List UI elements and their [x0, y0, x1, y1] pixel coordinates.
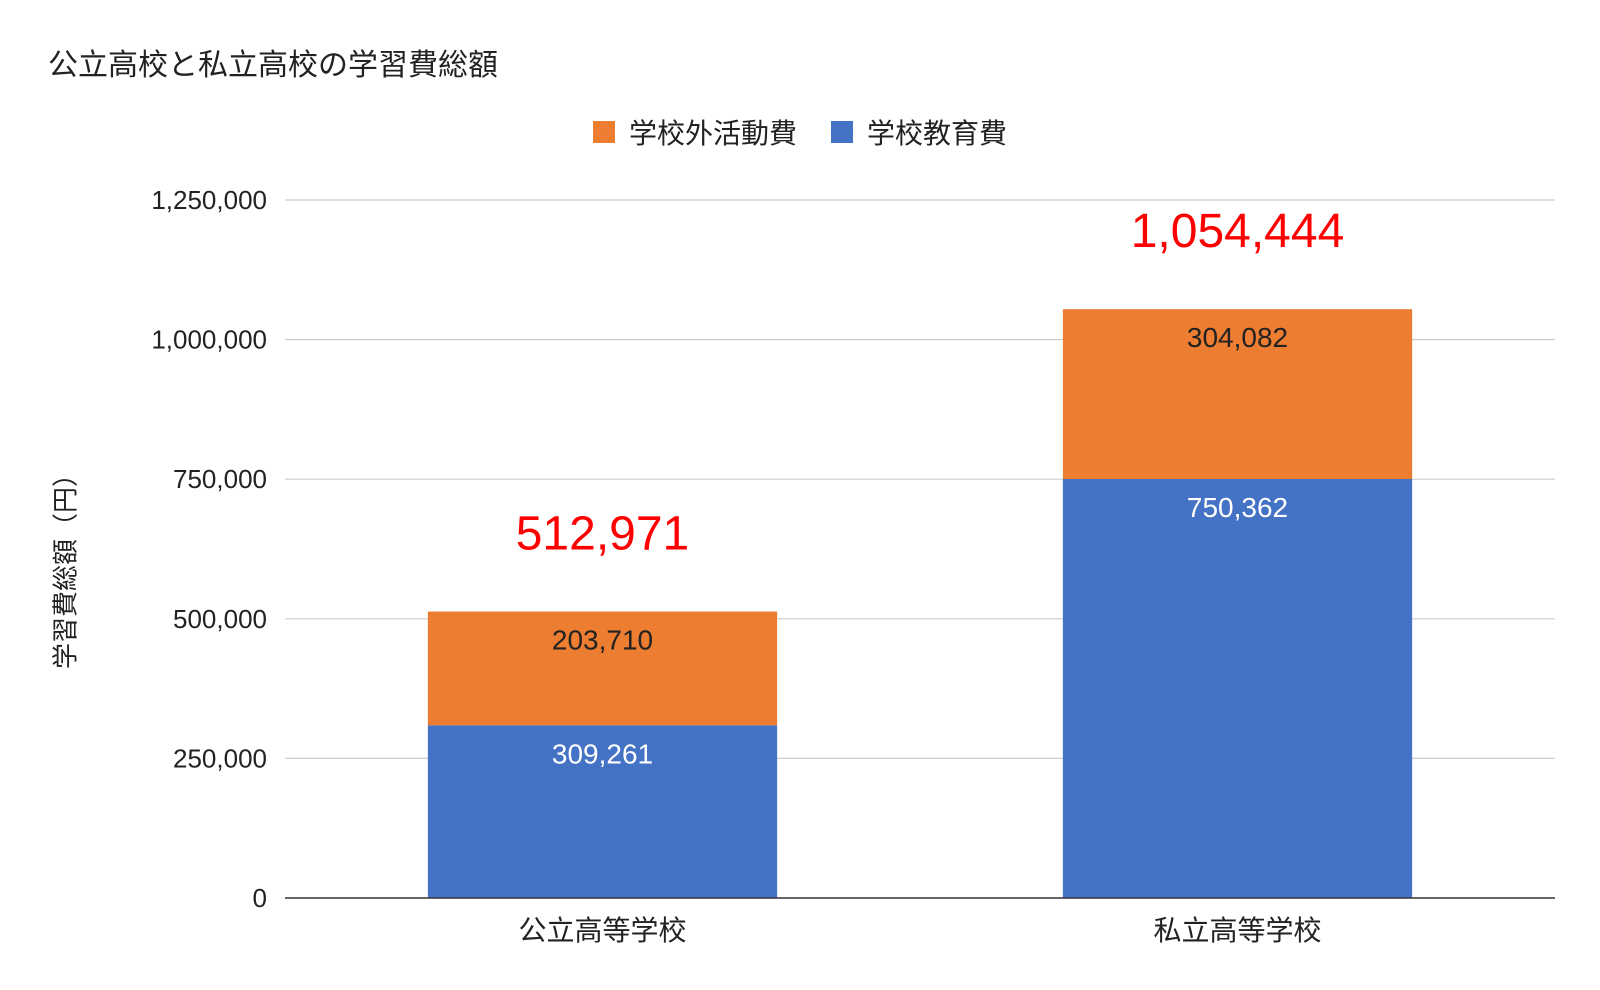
bar-segment [427, 725, 778, 898]
legend: 学校外活動費 学校教育費 [0, 112, 1600, 152]
bar-segment [1062, 309, 1413, 479]
legend-swatch-extracurricular [592, 121, 615, 143]
x-tick-label: 公立高等学校 [518, 914, 686, 947]
y-tick-label: 500,000 [173, 604, 267, 634]
data-label: 304,082 [1187, 322, 1288, 353]
legend-label-school-education: 学校教育費 [867, 117, 1008, 150]
y-tick-label: 250,000 [173, 743, 267, 773]
bar-segment [1062, 478, 1413, 898]
data-label: 309,261 [552, 738, 653, 769]
legend-label-extracurricular: 学校外活動費 [628, 117, 797, 150]
data-label: 750,362 [1187, 492, 1288, 523]
total-label: 1,054,444 [1131, 205, 1345, 258]
legend-item-school-education: 学校教育費 [831, 112, 1007, 152]
y-tick-label: 1,250,000 [151, 185, 267, 215]
data-label: 203,710 [552, 625, 653, 656]
legend-item-extracurricular: 学校外活動費 [592, 112, 797, 152]
y-tick-label: 750,000 [173, 464, 267, 494]
y-tick-label: 1,000,000 [151, 325, 267, 355]
chart-title: 公立高校と私立高校の学習費総額 [48, 48, 498, 83]
x-tick-label: 私立高等学校 [1153, 914, 1321, 947]
bar-segment [427, 611, 778, 726]
y-tick-label: 0 [253, 883, 267, 913]
legend-swatch-school-education [831, 121, 853, 143]
total-label: 512,971 [516, 508, 690, 561]
